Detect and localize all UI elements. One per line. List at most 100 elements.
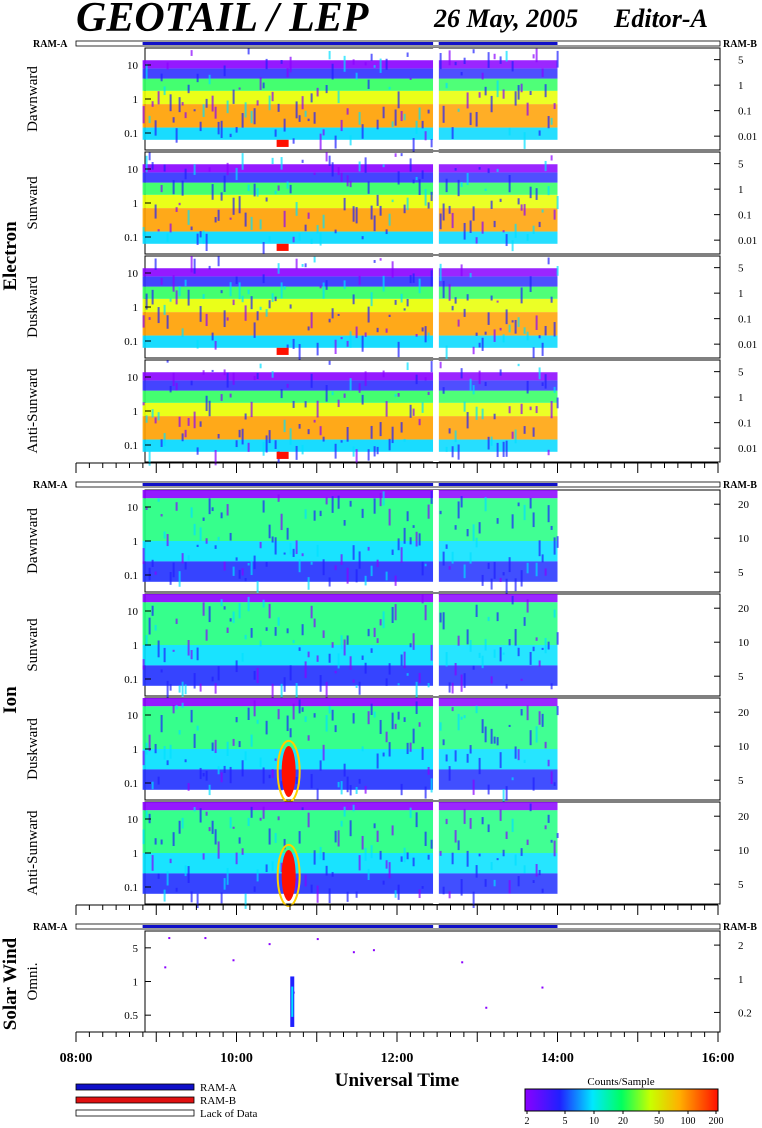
spectrogram-streak: [187, 783, 190, 791]
spectrogram-streak: [430, 270, 433, 287]
spectrogram-streak: [142, 227, 145, 237]
spectrogram-streak: [553, 840, 556, 857]
spectrogram-streak: [532, 646, 535, 652]
spectrogram-streak: [319, 285, 322, 289]
spectrogram-streak: [460, 879, 463, 896]
time-tick-label: 14:00: [541, 1051, 574, 1066]
ram-bar-segment: [142, 42, 434, 45]
left-tick-label: 10: [127, 372, 139, 384]
spectrogram-streak: [187, 555, 190, 561]
spectrogram-streak: [475, 705, 478, 714]
spectrogram-streak: [427, 332, 430, 342]
spectrogram-streak: [547, 116, 550, 129]
spectrogram-streak: [289, 665, 292, 681]
right-tick-label: 20: [738, 603, 750, 615]
spectrogram-streak: [463, 401, 466, 412]
spectrogram-streak: [547, 505, 550, 523]
spectrogram-streak: [550, 117, 553, 125]
spectrogram-streak: [466, 294, 469, 301]
spectrogram-streak: [397, 683, 400, 686]
spectrogram-streak: [166, 315, 169, 329]
spectrogram-streak: [373, 498, 376, 514]
spectrogram-streak: [295, 540, 298, 554]
ram-bar-segment: [142, 483, 434, 486]
spectrogram-streak: [256, 188, 259, 197]
data-gap: [433, 490, 439, 592]
spectrogram-streak: [292, 639, 295, 644]
spectrogram-streak: [187, 210, 190, 225]
spectrogram-streak: [388, 742, 391, 757]
spectrogram-streak: [265, 197, 268, 202]
spectrogram-streak: [298, 115, 301, 122]
spectrogram-streak: [439, 850, 442, 856]
spectrogram-streak: [529, 803, 532, 812]
spectrogram-streak: [190, 256, 193, 273]
spectrogram-streak: [283, 838, 286, 850]
spectrogram-streak: [499, 369, 502, 376]
spectrogram-streak: [370, 292, 373, 307]
spectrogram-streak: [523, 865, 526, 874]
spectrogram-band: [438, 561, 558, 582]
spectrogram-streak: [529, 730, 532, 746]
right-tick-label: 5: [738, 263, 744, 275]
right-tick-label: 5: [738, 367, 744, 379]
spectrogram-streak: [313, 172, 316, 175]
spectrogram-streak: [487, 168, 490, 174]
spectrogram-streak: [415, 812, 418, 828]
spectrogram-streak: [163, 531, 166, 539]
spectrogram-streak: [154, 258, 157, 270]
spectrogram-streak: [196, 893, 199, 909]
spectrogram-streak: [415, 681, 418, 699]
spectrogram-streak: [358, 551, 361, 569]
spectrogram-streak: [445, 178, 448, 193]
spectrogram-streak: [268, 236, 271, 243]
spectrogram-streak: [529, 186, 532, 199]
spectrogram-streak: [355, 569, 358, 583]
spectrogram-streak: [544, 325, 547, 336]
spectrogram-streak: [217, 841, 220, 859]
spectrogram-streak: [451, 551, 454, 564]
spectrogram-streak: [415, 176, 418, 181]
spectrogram-streak: [421, 886, 424, 889]
spectrogram-streak: [394, 109, 397, 126]
spectrogram-streak: [232, 197, 235, 215]
spectrogram-streak: [547, 641, 550, 650]
spectrogram-band: [142, 541, 434, 562]
spectrogram-streak: [499, 809, 502, 821]
spectrogram-streak: [193, 258, 196, 274]
spectrogram-streak: [247, 442, 250, 452]
spectrogram-streak: [424, 377, 427, 381]
spectrogram-streak: [205, 770, 208, 781]
spectrogram-streak: [505, 309, 508, 325]
spectrogram-streak: [196, 339, 199, 349]
spectrogram-streak: [517, 363, 520, 367]
spectrogram-streak: [313, 112, 316, 124]
spectrogram-streak: [187, 640, 190, 656]
spectrogram-streak: [550, 401, 553, 419]
spectrogram-streak: [406, 298, 409, 307]
spectrogram-streak: [157, 229, 160, 232]
spectrogram-streak: [370, 565, 373, 577]
spectrogram-streak: [511, 320, 514, 323]
spectrogram-streak: [412, 633, 415, 650]
legend-swatch: [75, 1109, 195, 1117]
spectrogram-streak: [370, 845, 373, 859]
spectrogram-streak: [298, 344, 301, 361]
spectrogram-streak: [520, 403, 523, 415]
spectrogram-streak: [205, 233, 208, 252]
hot-spot: [276, 139, 289, 147]
spectrogram-streak: [478, 92, 481, 98]
spectrogram-band: [142, 90, 434, 105]
spectrogram-streak: [523, 759, 526, 764]
spectrogram-streak: [244, 634, 247, 640]
spectrogram-streak: [373, 711, 376, 718]
spectrogram-streak: [175, 207, 178, 212]
spectrogram-streak: [202, 294, 205, 299]
spectrogram-streak: [331, 308, 334, 319]
spectrogram-streak: [403, 651, 406, 669]
spectrogram-streak: [448, 284, 451, 301]
spectrogram-streak: [304, 661, 307, 679]
spectrogram-streak: [235, 852, 238, 865]
spectrogram-streak: [376, 327, 379, 333]
spectrogram-streak: [343, 55, 346, 72]
